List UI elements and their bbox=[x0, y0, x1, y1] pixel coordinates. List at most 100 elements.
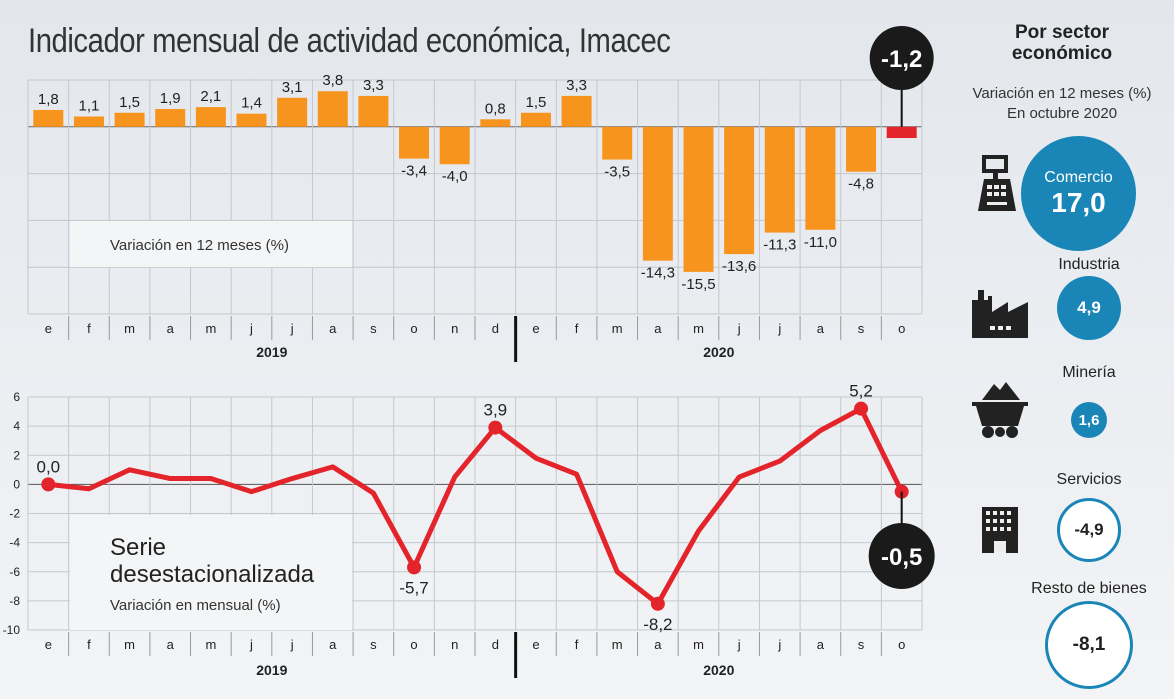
bar bbox=[886, 126, 917, 139]
month-tick-label: m bbox=[124, 321, 135, 336]
bar bbox=[805, 126, 836, 230]
bar bbox=[602, 126, 633, 160]
data-point bbox=[407, 560, 422, 575]
y-tick-label: -10 bbox=[3, 623, 21, 637]
bar bbox=[236, 113, 267, 127]
bar-subtitle: Variación en 12 meses (%) bbox=[110, 237, 289, 254]
bar-value-label: -4,0 bbox=[442, 168, 468, 185]
y-tick-label: 0 bbox=[13, 477, 20, 491]
month-tick-label: a bbox=[817, 637, 825, 652]
bar bbox=[277, 97, 308, 127]
bar bbox=[195, 107, 226, 127]
month-tick-label: o bbox=[898, 637, 905, 652]
month-tick-label: j bbox=[249, 321, 253, 336]
month-tick-label: a bbox=[654, 637, 662, 652]
month-tick-label: s bbox=[370, 637, 377, 652]
bar-value-label: -15,5 bbox=[681, 276, 715, 293]
bar-value-label: 1,4 bbox=[241, 95, 262, 112]
month-tick-label: f bbox=[87, 637, 91, 652]
month-tick-label: n bbox=[451, 637, 458, 652]
bar-value-label: -11,0 bbox=[804, 234, 837, 251]
month-tick-label: m bbox=[612, 321, 623, 336]
sector-comercio: Comercio 17,0 bbox=[1021, 136, 1136, 251]
data-point bbox=[41, 477, 56, 492]
bar bbox=[114, 112, 145, 127]
sector-mineria: 1,6 bbox=[1071, 402, 1107, 438]
callout-circle bbox=[868, 523, 935, 589]
month-tick-label: e bbox=[532, 637, 539, 652]
bar bbox=[683, 126, 714, 272]
month-tick-label: d bbox=[492, 637, 499, 652]
sector-label-servicios: Servicios bbox=[1056, 471, 1122, 488]
callout-value: -0,5 bbox=[881, 544, 922, 571]
cash-register-icon bbox=[978, 155, 1016, 211]
bar-value-label: 2,1 bbox=[200, 88, 221, 105]
bar-value-label: 3,3 bbox=[566, 77, 587, 94]
bar bbox=[642, 126, 673, 261]
bar bbox=[317, 91, 348, 127]
bar-value-label: 1,8 bbox=[38, 91, 59, 108]
bar bbox=[764, 126, 795, 233]
bar-value-label: 3,3 bbox=[363, 77, 384, 94]
month-tick-label: o bbox=[410, 321, 417, 336]
bar bbox=[155, 109, 186, 127]
month-tick-label: j bbox=[290, 637, 294, 652]
sector-label-mineria: Minería bbox=[1062, 364, 1116, 381]
month-tick-label: j bbox=[290, 321, 294, 336]
sector-label-industria: Industria bbox=[1058, 256, 1120, 273]
month-tick-label: m bbox=[205, 321, 216, 336]
month-tick-label: a bbox=[167, 321, 175, 336]
series-line bbox=[48, 406, 904, 607]
building-icon bbox=[982, 507, 1018, 553]
data-point bbox=[650, 596, 665, 611]
bar bbox=[561, 95, 592, 127]
bar bbox=[724, 126, 755, 255]
bar bbox=[73, 116, 104, 127]
month-tick-label: s bbox=[858, 637, 865, 652]
callout-value: -1,2 bbox=[881, 46, 922, 73]
point-label: 3,9 bbox=[483, 401, 507, 420]
bar-value-label: -13,6 bbox=[722, 258, 756, 275]
bar bbox=[33, 109, 64, 127]
month-tick-label: s bbox=[858, 321, 865, 336]
bar bbox=[399, 126, 430, 159]
data-point bbox=[854, 401, 869, 416]
bar-value-label: 1,5 bbox=[526, 94, 547, 111]
bar-value-label: -4,8 bbox=[848, 176, 874, 193]
month-tick-label: e bbox=[45, 321, 52, 336]
point-label: 5,2 bbox=[849, 382, 873, 401]
year-label: 2020 bbox=[703, 344, 734, 360]
month-tick-label: o bbox=[410, 637, 417, 652]
line-series: 0,0 -5,7 3,9 -8,2 5,2 -0,5 bbox=[36, 382, 935, 634]
bar bbox=[439, 126, 470, 165]
line-title-box bbox=[70, 515, 352, 630]
month-tick-label: j bbox=[777, 321, 781, 336]
month-tick-label: d bbox=[492, 321, 499, 336]
data-point bbox=[488, 420, 503, 435]
month-tick-label: f bbox=[87, 321, 91, 336]
factory-icon bbox=[972, 290, 1028, 338]
month-tick-label: m bbox=[205, 637, 216, 652]
month-tick-label: m bbox=[124, 637, 135, 652]
bar-value-label: 3,1 bbox=[282, 79, 303, 96]
chart-title: Indicador mensual de actividad económica… bbox=[28, 22, 671, 60]
bar-value-label: 1,9 bbox=[160, 90, 181, 107]
y-tick-label: -8 bbox=[9, 594, 20, 608]
y-tick-label: 6 bbox=[13, 390, 20, 404]
callout-circle bbox=[869, 26, 934, 90]
month-tick-label: o bbox=[898, 321, 905, 336]
bar bbox=[520, 112, 551, 127]
bar-value-label: -3,4 bbox=[401, 163, 427, 180]
line-title-2: desestacionalizada bbox=[110, 561, 315, 588]
y-tick-label: 2 bbox=[13, 448, 20, 462]
month-tick-label: a bbox=[329, 321, 337, 336]
month-tick-label: f bbox=[575, 637, 579, 652]
point-label: -5,7 bbox=[399, 578, 428, 597]
month-tick-label: j bbox=[777, 637, 781, 652]
y-tick-label: 4 bbox=[13, 419, 20, 433]
panel-title: Por sector económico bbox=[1011, 22, 1113, 64]
bar-chart-grid: e f m a m j j a s o n d e f m a m j j a s o 2019 2020 bbox=[27, 79, 923, 362]
bar-value-label: 1,1 bbox=[79, 98, 100, 115]
month-tick-label: a bbox=[329, 637, 337, 652]
